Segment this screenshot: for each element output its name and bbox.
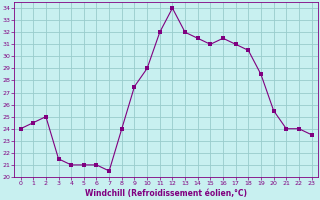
X-axis label: Windchill (Refroidissement éolien,°C): Windchill (Refroidissement éolien,°C): [85, 189, 247, 198]
